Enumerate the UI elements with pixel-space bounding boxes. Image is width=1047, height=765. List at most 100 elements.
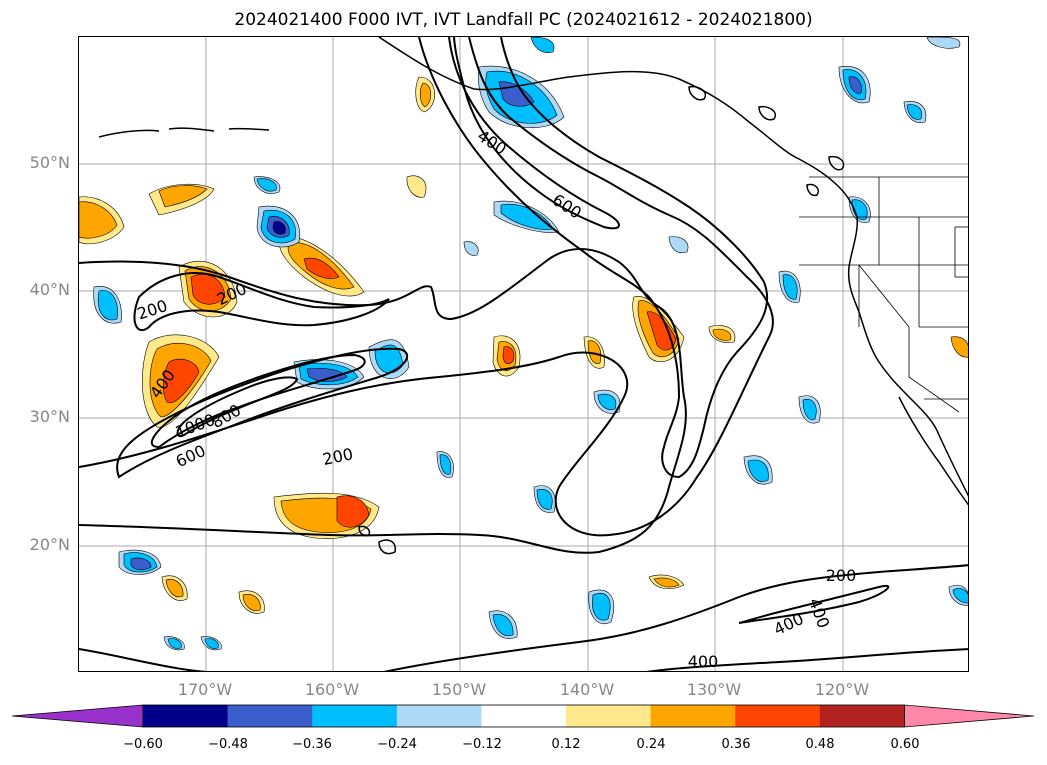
pos-patch	[165, 579, 184, 598]
colorbar-tick-label: 0.60	[890, 737, 920, 752]
colorbar-segment	[819, 705, 905, 727]
colorbar-tick-label: 0.24	[636, 737, 666, 752]
pos-patch	[712, 328, 732, 341]
pos-patch	[653, 577, 680, 588]
ivt-shading-negative	[93, 37, 968, 651]
neg-patch	[256, 178, 277, 192]
neg-patch	[204, 638, 219, 649]
colorbar-extend-high	[904, 704, 1035, 728]
contour-label: 400	[805, 596, 833, 631]
colorbar-segments	[12, 704, 1035, 728]
colorbar-segment	[227, 705, 313, 727]
coast-aleutians	[98, 127, 270, 138]
pos-patch	[419, 82, 432, 108]
colorbar-tick-label: −0.48	[208, 737, 248, 752]
colorbar-segment	[396, 705, 482, 727]
colorbar-tick-label: −0.24	[377, 737, 417, 752]
coastline	[98, 37, 968, 555]
lon-tick-label: 120°W	[814, 680, 870, 699]
lat-tick-label: 30°N	[29, 407, 70, 426]
lat-tick-label: 50°N	[29, 153, 70, 172]
colorbar-outline	[142, 704, 905, 728]
coast-island	[828, 155, 845, 171]
pos-patch	[163, 358, 200, 404]
lat-tick-label: 20°N	[29, 535, 70, 554]
neg-patch	[926, 37, 961, 49]
contour-label: 400	[474, 126, 510, 159]
contour-label: 400	[688, 652, 719, 671]
neg-patch	[597, 393, 617, 410]
lon-tick-label: 140°W	[559, 680, 615, 699]
neg-patch	[306, 367, 348, 382]
pos-patch	[303, 257, 340, 279]
ivt-shading	[79, 76, 968, 614]
coast-island	[758, 105, 776, 121]
colorbar-segment	[566, 705, 652, 727]
map-panel: 400 600 200 200 400 1000 800 600 200 200…	[78, 36, 969, 672]
colorbar-tick-label: 0.36	[721, 737, 751, 752]
neg-patch	[906, 104, 922, 120]
contour-200-lower	[79, 37, 774, 537]
state-borders	[799, 176, 968, 413]
contour-600-upper	[448, 37, 620, 230]
colorbar-tick-label: 0.48	[805, 737, 835, 752]
figure-title: 2024021400 F000 IVT, IVT Landfall PC (20…	[234, 10, 813, 30]
map-canvas: 400 600 200 200 400 1000 800 600 200 200…	[79, 37, 968, 671]
colorbar	[12, 704, 1035, 728]
colorbar-segment	[650, 705, 736, 727]
pos-patch	[336, 495, 370, 528]
neg-patch	[97, 290, 118, 321]
neg-patch	[272, 221, 286, 235]
coast-alaska	[378, 37, 968, 497]
neg-patch	[782, 274, 798, 300]
coast-island	[806, 183, 819, 197]
contour-label: 200	[826, 566, 857, 585]
neg-patch	[848, 76, 862, 94]
pos-patch	[502, 346, 515, 364]
pos-patch	[242, 594, 261, 611]
neg-patch	[167, 638, 182, 649]
contour-label: 600	[549, 190, 585, 223]
neg-patch	[802, 399, 817, 420]
neg-patch	[492, 614, 514, 636]
pos-patch	[158, 185, 208, 208]
colorbar-segment	[735, 705, 821, 727]
neg-patch	[130, 557, 152, 571]
colorbar-tick-label: −0.12	[462, 737, 502, 752]
contour-200-south	[79, 564, 968, 671]
colorbar-extend-low	[12, 704, 144, 728]
contour-400-upper	[418, 37, 769, 479]
contour-label: 600	[173, 441, 209, 471]
coast-island	[688, 85, 706, 101]
neg-patch	[668, 236, 689, 254]
contour-1000-west	[176, 376, 299, 438]
coast-hawaii	[358, 525, 371, 537]
colorbar-tick-label: 0.12	[551, 737, 581, 752]
lat-tick-label: 40°N	[29, 280, 70, 299]
ivt-contours	[79, 37, 968, 671]
contour-label: 200	[135, 296, 170, 324]
colorbar-segment	[143, 705, 229, 727]
neg-patch	[530, 37, 555, 53]
pos-patch	[79, 201, 118, 239]
pos-patch	[646, 311, 677, 351]
neg-patch	[952, 588, 968, 604]
lon-tick-label: 160°W	[304, 680, 360, 699]
colorbar-segment	[481, 705, 567, 727]
contour-400-bottom	[646, 648, 968, 671]
contour-label: 200	[321, 444, 355, 469]
pos-patch	[950, 336, 968, 358]
neg-patch	[463, 241, 479, 256]
colorbar-tick-label: −0.36	[292, 737, 332, 752]
lon-tick-label: 130°W	[686, 680, 742, 699]
contour-600-west	[116, 347, 409, 479]
coast-baja	[898, 396, 968, 506]
contour-400-west	[133, 272, 390, 332]
neg-patch	[536, 489, 553, 510]
lon-tick-label: 170°W	[177, 680, 233, 699]
neg-patch	[592, 593, 611, 621]
neg-patch	[439, 454, 452, 475]
colorbar-tick-label: −0.60	[123, 737, 163, 752]
lon-tick-label: 150°W	[431, 680, 487, 699]
neg-patch	[747, 459, 769, 482]
